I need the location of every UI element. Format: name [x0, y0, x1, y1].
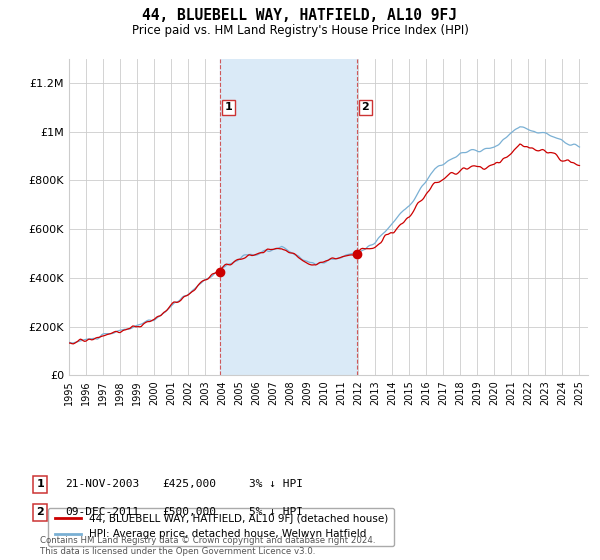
- Text: 2: 2: [362, 102, 370, 113]
- Text: 3% ↓ HPI: 3% ↓ HPI: [249, 479, 303, 489]
- Legend: 44, BLUEBELL WAY, HATFIELD, AL10 9FJ (detached house), HPI: Average price, detac: 44, BLUEBELL WAY, HATFIELD, AL10 9FJ (de…: [48, 508, 394, 545]
- Text: 09-DEC-2011: 09-DEC-2011: [65, 507, 139, 517]
- Bar: [220, 59, 357, 375]
- Text: £500,000: £500,000: [162, 507, 216, 517]
- Text: 21-NOV-2003: 21-NOV-2003: [65, 479, 139, 489]
- Text: 2: 2: [37, 507, 44, 517]
- Text: 1: 1: [225, 102, 233, 113]
- Text: Contains HM Land Registry data © Crown copyright and database right 2024.
This d: Contains HM Land Registry data © Crown c…: [40, 536, 376, 556]
- Text: Price paid vs. HM Land Registry's House Price Index (HPI): Price paid vs. HM Land Registry's House …: [131, 24, 469, 36]
- Text: £425,000: £425,000: [162, 479, 216, 489]
- Text: 44, BLUEBELL WAY, HATFIELD, AL10 9FJ: 44, BLUEBELL WAY, HATFIELD, AL10 9FJ: [143, 8, 458, 24]
- Text: 1: 1: [37, 479, 44, 489]
- Text: 5% ↓ HPI: 5% ↓ HPI: [249, 507, 303, 517]
